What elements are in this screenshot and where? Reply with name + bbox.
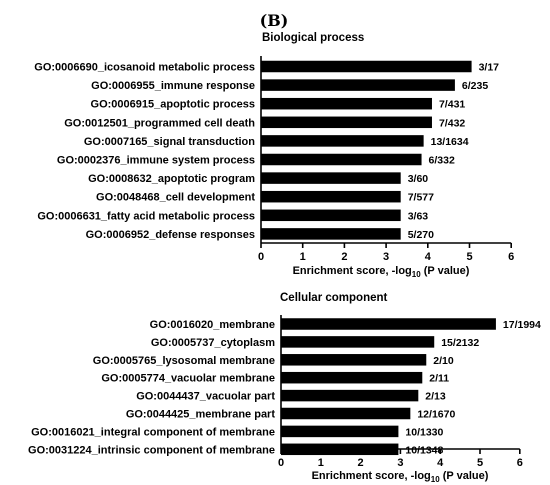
category-label: GO:0007165_signal transduction: [84, 136, 255, 148]
x-tick-label: 5: [466, 251, 472, 263]
x-tick-label: 6: [508, 251, 514, 263]
category-label: GO:0016020_membrane: [150, 319, 275, 331]
category-label: GO:0005765_lysosomal membrane: [93, 355, 275, 367]
bar: [261, 209, 401, 222]
category-label: GO:0006955_immune response: [91, 80, 255, 92]
bar: [261, 97, 432, 110]
bar: [261, 116, 432, 129]
bar: [261, 153, 422, 166]
category-label: GO:0006690_icosanoid metabolic process: [34, 62, 255, 74]
x-axis-label: Enrichment score, -log10 (P value): [312, 470, 489, 484]
data-label: 7/577: [408, 192, 434, 204]
x-tick-label: 1: [318, 457, 324, 469]
bar: [261, 60, 472, 73]
bar: [281, 354, 427, 366]
x-tick-label: 4: [437, 457, 444, 469]
bar: [281, 425, 399, 438]
bar: [281, 318, 496, 330]
category-label: GO:0006631_fatty acid metabolic process: [37, 210, 255, 222]
data-label: 2/11: [429, 373, 449, 385]
bar: [261, 228, 401, 240]
data-label: 2/13: [425, 391, 446, 403]
x-axis-label: Enrichment score, -log10 (P value): [293, 265, 470, 279]
category-label: GO:0002376_immune system process: [57, 155, 255, 167]
data-label: 10/1348: [405, 444, 443, 456]
bar: [261, 172, 401, 184]
data-label: 5/270: [408, 229, 434, 241]
data-label: 3/17: [479, 62, 500, 74]
category-label: GO:0048468_cell development: [96, 192, 255, 204]
category-label: GO:0031224_intrinsic component of membra…: [28, 444, 275, 456]
x-tick-label: 1: [300, 251, 306, 263]
category-label: GO:0008632_apoptotic program: [88, 173, 255, 185]
data-label: 10/1330: [405, 426, 443, 438]
category-label: GO:0006915_apoptotic process: [91, 99, 255, 111]
data-label: 6/332: [429, 155, 455, 167]
bar: [261, 79, 455, 91]
bar: [261, 135, 424, 147]
category-label: GO:0012501_programmed cell death: [64, 117, 255, 129]
x-tick-label: 3: [383, 251, 389, 263]
bar: [281, 371, 423, 384]
x-tick-label: 4: [425, 251, 432, 263]
chart-title: Cellular component: [280, 292, 388, 304]
category-label: GO:0005737_cytoplasm: [151, 337, 275, 349]
category-label: GO:0005774_vacuolar membrane: [101, 373, 275, 385]
bar: [281, 407, 411, 420]
x-tick-label: 5: [477, 457, 483, 469]
biological-process-chart: Biological process GO:0006690_icosanoid m…: [34, 32, 514, 279]
data-label: 3/63: [408, 210, 429, 222]
data-label: 7/432: [439, 117, 465, 129]
data-label: 3/60: [408, 173, 429, 185]
x-tick-label: 3: [397, 457, 403, 469]
data-label: 15/2132: [441, 337, 479, 349]
chart-title: Biological process: [262, 32, 364, 44]
panel-letter: (B): [260, 11, 289, 30]
data-label: 2/10: [433, 355, 454, 367]
bar: [261, 190, 401, 203]
data-label: 13/1634: [431, 136, 469, 148]
bar: [281, 389, 419, 402]
data-label: 6/235: [462, 80, 488, 92]
x-tick-label: 6: [517, 457, 523, 469]
data-label: 7/431: [439, 99, 465, 111]
x-tick-label: 2: [358, 457, 364, 469]
x-tick-label: 0: [278, 457, 284, 469]
x-tick-label: 2: [341, 251, 347, 263]
data-label: 17/1994: [503, 319, 541, 331]
bar: [281, 336, 435, 348]
category-label: GO:0044437_vacuolar part: [136, 391, 275, 403]
category-label: GO:0006952_defense responses: [86, 229, 255, 241]
category-label: GO:0044425_membrane part: [126, 409, 276, 421]
data-label: 12/1670: [417, 409, 455, 421]
category-label: GO:0016021_integral component of membran…: [31, 426, 275, 438]
cellular-component-chart: Cellular component GO:0016020_membrane 17/…: [28, 292, 541, 484]
x-tick-label: 0: [258, 251, 264, 263]
